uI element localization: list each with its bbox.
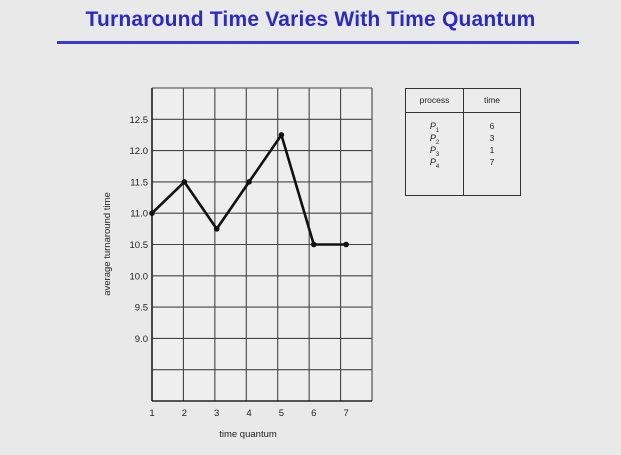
table-header-process: process: [419, 95, 450, 105]
table-header-divider: [406, 112, 520, 113]
table-row: P4 7: [406, 157, 520, 170]
y-tick-label: 10.5: [130, 240, 149, 251]
time-cell: 7: [489, 157, 495, 167]
table-row: P2 3: [406, 133, 520, 146]
slide-title: Turnaround Time Varies With Time Quantum: [85, 8, 536, 31]
process-subscript: 2: [435, 139, 440, 146]
y-tick-label: 11.0: [130, 209, 148, 220]
process-subscript: 1: [435, 127, 440, 134]
title-underline: [57, 41, 579, 44]
table-row: P1 6: [406, 121, 520, 134]
y-tick-label: 10.0: [130, 271, 149, 282]
data-point: [343, 241, 349, 248]
y-tick-label: 9.5: [135, 303, 148, 314]
table-header-time: time: [483, 95, 501, 105]
data-point: [181, 179, 188, 185]
data-point: [149, 210, 155, 216]
process-table: process time P1 6 P2 3 P3 1 P4 7: [405, 88, 521, 196]
data-point: [246, 179, 252, 185]
x-tick-label: 3: [214, 408, 219, 419]
x-axis-label: time quantum: [219, 429, 277, 440]
process-letter: P: [429, 133, 436, 143]
x-tick-label: 6: [311, 408, 316, 419]
y-axis-label: average turnaround time: [102, 192, 113, 296]
x-tick-label: 7: [343, 408, 348, 419]
x-tick-label: 4: [246, 408, 251, 419]
process-cell: P3: [406, 145, 463, 158]
table-row: P3 1: [406, 145, 520, 158]
process-letter: P: [429, 157, 436, 167]
table-column-divider: [463, 89, 464, 195]
y-tick-label: 12.5: [130, 115, 149, 126]
y-tick-label: 9.0: [135, 334, 148, 345]
data-point: [310, 241, 317, 248]
data-point: [213, 226, 220, 232]
process-cell: P1: [406, 121, 463, 134]
process-cell: P4: [406, 157, 463, 170]
process-cell: P2: [406, 133, 463, 146]
time-cell: 6: [489, 121, 495, 131]
process-subscript: 4: [435, 163, 440, 170]
x-tick-label: 1: [149, 408, 154, 419]
y-tick-label: 12.0: [130, 146, 149, 157]
x-tick-label: 5: [279, 408, 284, 419]
time-cell: 3: [489, 133, 495, 143]
time-cell: 1: [489, 145, 495, 155]
process-letter: P: [429, 145, 436, 155]
x-tick-label: 2: [182, 408, 187, 419]
y-tick-label: 11.5: [130, 177, 148, 188]
process-subscript: 3: [435, 151, 440, 158]
data-point: [278, 132, 285, 138]
process-letter: P: [429, 121, 436, 131]
